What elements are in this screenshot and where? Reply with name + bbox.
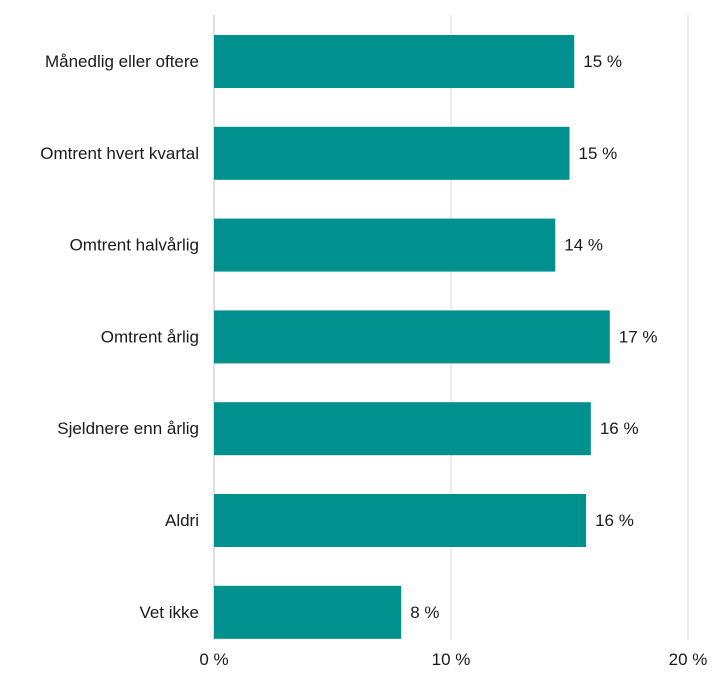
bar <box>214 35 575 88</box>
value-label: 15 % <box>583 52 622 71</box>
value-label: 8 % <box>410 603 439 622</box>
value-label: 16 % <box>600 419 639 438</box>
category-label: Omtrent hvert kvartal <box>40 144 199 163</box>
category-label: Sjeldnere enn årlig <box>57 419 199 438</box>
x-tick-label: 0 % <box>199 650 228 669</box>
bar <box>214 402 591 456</box>
bar <box>214 218 556 272</box>
bar <box>214 585 402 639</box>
value-labels: 15 % 15 % 14 % 17 % 16 % 16 % 8 % <box>410 52 657 622</box>
category-label: Omtrent halvårlig <box>70 236 199 255</box>
category-label: Vet ikke <box>139 603 199 622</box>
value-label: 14 % <box>564 236 603 255</box>
category-labels: Månedlig eller oftere Omtrent hvert kvart… <box>40 52 199 622</box>
value-label: 16 % <box>595 511 634 530</box>
category-label: Månedlig eller oftere <box>45 52 199 71</box>
x-tick-label: 20 % <box>669 650 708 669</box>
bars <box>214 35 610 639</box>
value-label: 17 % <box>619 327 658 346</box>
x-tick-label: 10 % <box>432 650 471 669</box>
x-axis-ticks: 0 % 10 % 20 % <box>199 650 707 669</box>
category-label: Omtrent årlig <box>101 327 199 346</box>
bar <box>214 494 587 547</box>
bar <box>214 310 610 364</box>
bar <box>214 126 570 180</box>
value-label: 15 % <box>579 144 618 163</box>
category-label: Aldri <box>165 511 199 530</box>
